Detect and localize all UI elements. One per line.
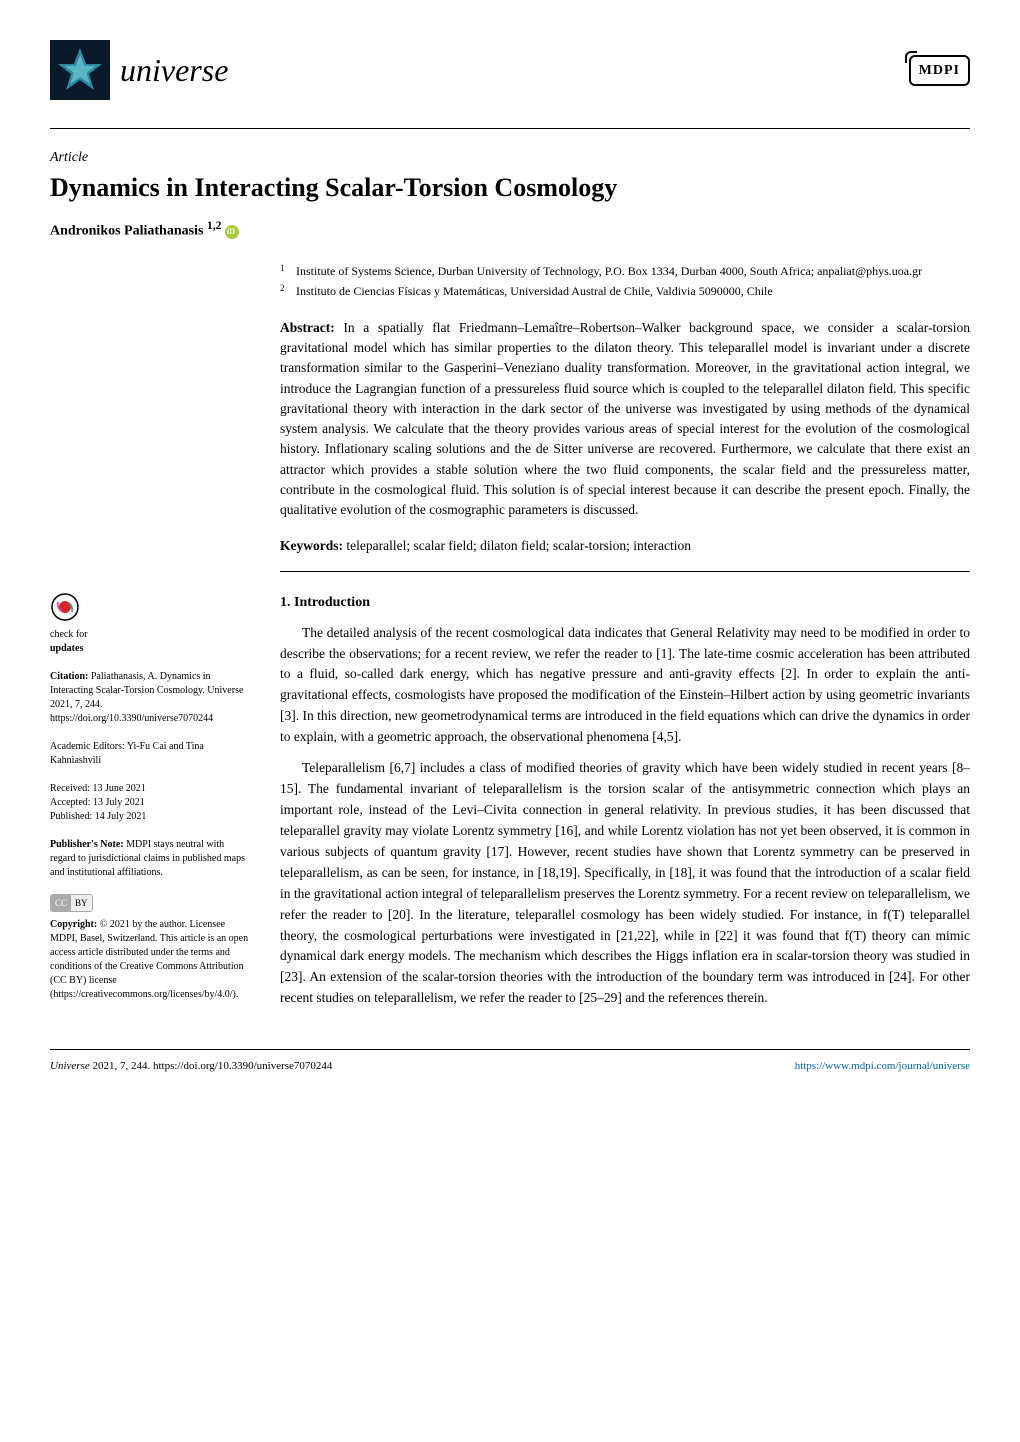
check-for-label: check for <box>50 629 87 640</box>
universe-logo-icon <box>50 40 110 100</box>
abstract-rule <box>280 571 970 572</box>
citation-block: Citation: Paliathanasis, A. Dynamics in … <box>50 670 250 726</box>
journal-logo-group: universe <box>50 40 228 100</box>
header-rule <box>50 128 970 129</box>
section-heading: 1. Introduction <box>280 592 970 613</box>
publisher-logo: MDPI <box>909 55 970 86</box>
cc-label: CC <box>51 895 71 912</box>
page-header: universe MDPI <box>50 40 970 100</box>
abstract-label: Abstract: <box>280 320 335 335</box>
accepted-date: Accepted: 13 July 2021 <box>50 796 250 810</box>
affiliation-row: 1 Institute of Systems Science, Durban U… <box>280 262 970 280</box>
body-paragraph: Teleparallelism [6,7] includes a class o… <box>280 758 970 1009</box>
publishers-note-block: Publisher's Note: MDPI stays neutral wit… <box>50 838 250 880</box>
affil-num: 2 <box>280 282 288 300</box>
affiliation-row: 2 Instituto de Ciencias Físicas y Matemá… <box>280 282 970 300</box>
footer-right-link[interactable]: https://www.mdpi.com/journal/universe <box>795 1058 970 1075</box>
updates-label: updates <box>50 643 83 654</box>
author-line: Andronikos Paliathanasis 1,2 <box>50 217 970 242</box>
article-type: Article <box>50 147 970 168</box>
dates-block: Received: 13 June 2021 Accepted: 13 July… <box>50 782 250 824</box>
footer-rest: 2021, 7, 244. https://doi.org/10.3390/un… <box>90 1060 333 1072</box>
main-column: 1 Institute of Systems Science, Durban U… <box>280 262 970 1019</box>
article-title: Dynamics in Interacting Scalar-Torsion C… <box>50 172 970 203</box>
keywords-label: Keywords: <box>280 538 343 553</box>
copyright-label: Copyright: <box>50 919 97 930</box>
cc-by-badge: CC BY <box>50 894 93 913</box>
editors-block: Academic Editors: Yi-Fu Cai and Tina Kah… <box>50 740 250 768</box>
received-date: Received: 13 June 2021 <box>50 782 250 796</box>
keywords: Keywords: teleparallel; scalar field; di… <box>280 536 970 556</box>
abstract-text: In a spatially flat Friedmann–Lemaître–R… <box>280 320 970 517</box>
published-date: Published: 14 July 2021 <box>50 810 250 824</box>
footer-left: Universe 2021, 7, 244. https://doi.org/1… <box>50 1058 332 1075</box>
body-paragraph: The detailed analysis of the recent cosm… <box>280 623 970 749</box>
keywords-text: teleparallel; scalar field; dilaton fiel… <box>343 538 691 553</box>
abstract: Abstract: In a spatially flat Friedmann–… <box>280 318 970 521</box>
author-affil-sup: 1,2 <box>207 219 222 232</box>
author-name: Andronikos Paliathanasis <box>50 224 203 239</box>
pubnote-label: Publisher's Note: <box>50 839 124 850</box>
license-block: CC BY Copyright: © 2021 by the author. L… <box>50 894 250 1003</box>
affiliations: 1 Institute of Systems Science, Durban U… <box>280 262 970 300</box>
by-label: BY <box>71 895 92 912</box>
citation-label: Citation: <box>50 671 88 682</box>
footer-journal: Universe <box>50 1060 90 1072</box>
copyright-text: © 2021 by the author. Licensee MDPI, Bas… <box>50 919 248 1000</box>
affil-text: Instituto de Ciencias Físicas y Matemáti… <box>296 282 773 300</box>
check-updates-block[interactable]: check for updates <box>50 592 250 656</box>
orcid-icon[interactable] <box>225 225 239 239</box>
journal-name: universe <box>120 46 228 94</box>
affil-text: Institute of Systems Science, Durban Uni… <box>296 262 922 280</box>
two-column-layout: check for updates Citation: Paliathanasi… <box>50 262 970 1019</box>
sidebar: check for updates Citation: Paliathanasi… <box>50 262 250 1019</box>
affil-num: 1 <box>280 262 288 280</box>
page-footer: Universe 2021, 7, 244. https://doi.org/1… <box>50 1049 970 1075</box>
check-updates-icon <box>50 592 80 622</box>
